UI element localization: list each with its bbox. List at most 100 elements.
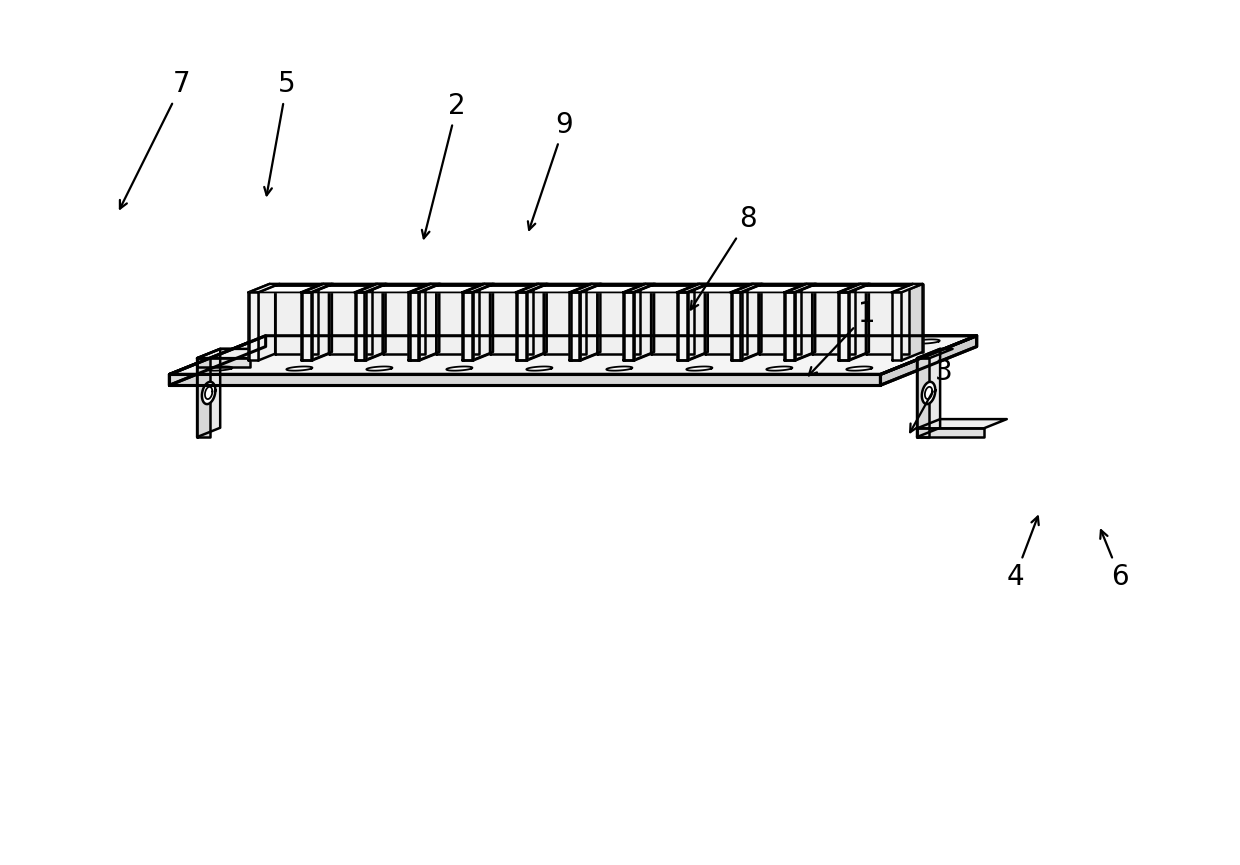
Polygon shape	[543, 284, 590, 285]
Polygon shape	[490, 285, 533, 354]
Polygon shape	[687, 284, 708, 361]
Polygon shape	[248, 284, 279, 292]
Polygon shape	[677, 292, 687, 361]
Polygon shape	[409, 284, 430, 361]
Polygon shape	[580, 285, 598, 361]
Polygon shape	[598, 284, 645, 285]
Polygon shape	[517, 284, 538, 361]
Polygon shape	[490, 284, 537, 285]
Polygon shape	[527, 285, 543, 361]
Polygon shape	[329, 284, 376, 285]
Polygon shape	[170, 375, 880, 385]
Polygon shape	[921, 381, 935, 404]
Polygon shape	[740, 284, 761, 361]
Polygon shape	[625, 284, 655, 292]
Polygon shape	[812, 285, 854, 354]
Text: 7: 7	[120, 70, 191, 208]
Polygon shape	[409, 292, 419, 361]
Polygon shape	[838, 284, 869, 292]
Polygon shape	[464, 284, 495, 292]
Polygon shape	[463, 292, 471, 361]
Polygon shape	[753, 284, 815, 352]
Polygon shape	[258, 285, 275, 361]
Polygon shape	[538, 284, 600, 352]
Polygon shape	[513, 339, 539, 343]
Polygon shape	[366, 367, 392, 371]
Polygon shape	[258, 285, 317, 292]
Polygon shape	[785, 292, 795, 361]
Polygon shape	[624, 292, 632, 361]
Text: 2: 2	[422, 92, 466, 239]
Polygon shape	[570, 284, 591, 361]
Polygon shape	[197, 349, 233, 358]
Text: 4: 4	[1006, 516, 1039, 591]
Polygon shape	[419, 285, 436, 361]
Polygon shape	[624, 284, 653, 292]
Polygon shape	[248, 292, 258, 361]
Polygon shape	[408, 292, 418, 361]
Polygon shape	[784, 292, 794, 361]
Polygon shape	[436, 285, 479, 354]
Polygon shape	[754, 339, 780, 343]
Polygon shape	[839, 284, 861, 361]
Polygon shape	[866, 285, 909, 354]
Polygon shape	[197, 349, 221, 437]
Polygon shape	[463, 284, 494, 292]
Polygon shape	[625, 284, 646, 361]
Polygon shape	[464, 292, 474, 361]
Polygon shape	[356, 284, 387, 292]
Text: 8: 8	[691, 205, 758, 310]
Polygon shape	[569, 292, 579, 361]
Polygon shape	[474, 285, 533, 292]
Polygon shape	[526, 284, 547, 361]
Polygon shape	[918, 428, 983, 437]
Polygon shape	[569, 284, 600, 292]
Polygon shape	[918, 349, 940, 437]
Polygon shape	[651, 285, 693, 354]
Polygon shape	[625, 292, 634, 361]
Polygon shape	[312, 285, 329, 361]
Polygon shape	[366, 285, 383, 361]
Polygon shape	[301, 292, 311, 361]
Polygon shape	[704, 284, 751, 285]
Polygon shape	[686, 367, 713, 371]
Polygon shape	[591, 284, 653, 352]
Polygon shape	[598, 285, 640, 354]
Polygon shape	[833, 339, 859, 343]
Polygon shape	[206, 367, 232, 371]
Polygon shape	[730, 292, 740, 361]
Polygon shape	[704, 285, 748, 354]
Polygon shape	[848, 284, 869, 361]
Polygon shape	[329, 285, 372, 354]
Polygon shape	[688, 285, 748, 292]
Polygon shape	[365, 284, 386, 361]
Polygon shape	[846, 367, 873, 371]
Polygon shape	[418, 284, 439, 361]
Polygon shape	[807, 284, 869, 352]
Polygon shape	[699, 284, 761, 352]
Polygon shape	[918, 349, 952, 358]
Polygon shape	[355, 284, 386, 292]
Polygon shape	[677, 284, 708, 292]
Polygon shape	[275, 285, 317, 354]
Polygon shape	[436, 284, 484, 285]
Polygon shape	[197, 349, 274, 358]
Polygon shape	[434, 339, 460, 343]
Polygon shape	[303, 292, 312, 361]
Polygon shape	[861, 284, 923, 352]
Polygon shape	[197, 358, 250, 367]
Polygon shape	[383, 285, 425, 354]
Polygon shape	[849, 285, 909, 292]
Polygon shape	[324, 284, 386, 352]
Polygon shape	[301, 284, 332, 292]
Polygon shape	[785, 284, 816, 292]
Polygon shape	[517, 284, 548, 292]
Polygon shape	[606, 367, 632, 371]
Polygon shape	[170, 336, 265, 385]
Text: 5: 5	[264, 70, 295, 195]
Polygon shape	[742, 285, 759, 361]
Polygon shape	[409, 284, 440, 292]
Text: 6: 6	[1100, 530, 1128, 591]
Polygon shape	[866, 284, 913, 285]
Text: 3: 3	[910, 358, 952, 432]
